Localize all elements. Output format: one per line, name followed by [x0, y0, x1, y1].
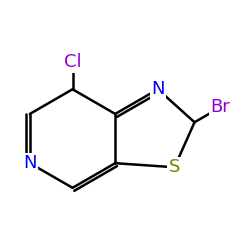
- Text: N: N: [151, 80, 165, 98]
- Text: N: N: [23, 154, 37, 172]
- Text: Cl: Cl: [64, 53, 81, 71]
- Text: Br: Br: [210, 98, 230, 116]
- Text: S: S: [169, 158, 180, 176]
